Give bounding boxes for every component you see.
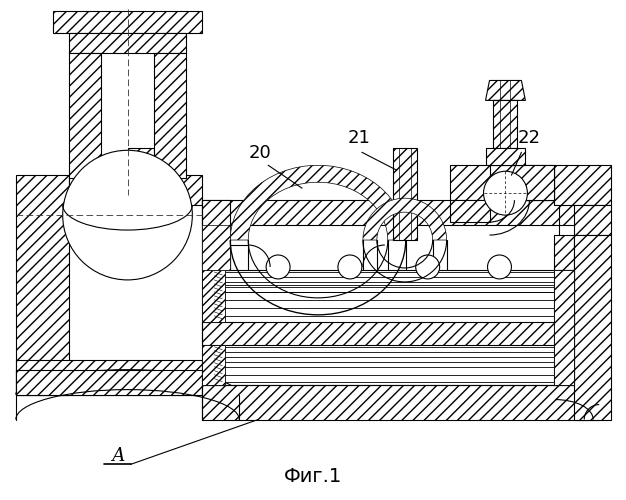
Polygon shape [202,200,599,225]
Polygon shape [555,270,574,384]
Text: Фиг.1: Фиг.1 [284,468,342,486]
Polygon shape [555,165,611,205]
Polygon shape [16,175,69,394]
Polygon shape [555,235,574,270]
Polygon shape [53,10,202,32]
Polygon shape [202,322,559,344]
Polygon shape [202,270,225,322]
Circle shape [266,255,290,279]
Polygon shape [574,235,611,420]
Circle shape [483,171,527,215]
Text: 20: 20 [248,144,271,162]
Polygon shape [16,370,202,394]
Polygon shape [486,148,525,165]
Circle shape [338,255,362,279]
Bar [555,270,574,384]
Polygon shape [486,80,525,100]
Text: 22: 22 [518,130,540,148]
Polygon shape [230,166,406,240]
Bar [101,52,155,178]
Polygon shape [155,52,187,178]
Polygon shape [202,384,599,420]
Polygon shape [574,205,611,235]
Polygon shape [16,360,202,394]
Circle shape [63,150,192,280]
Polygon shape [202,225,230,270]
Polygon shape [69,52,101,178]
Polygon shape [393,148,417,240]
Polygon shape [363,198,446,240]
Circle shape [416,255,439,279]
Polygon shape [449,165,555,200]
Polygon shape [202,344,225,385]
Circle shape [488,255,511,279]
Text: 21: 21 [348,130,371,148]
Polygon shape [493,100,518,148]
Polygon shape [69,32,187,52]
Polygon shape [202,200,230,270]
Polygon shape [449,165,555,222]
Text: А: А [111,448,124,466]
Polygon shape [69,148,202,205]
